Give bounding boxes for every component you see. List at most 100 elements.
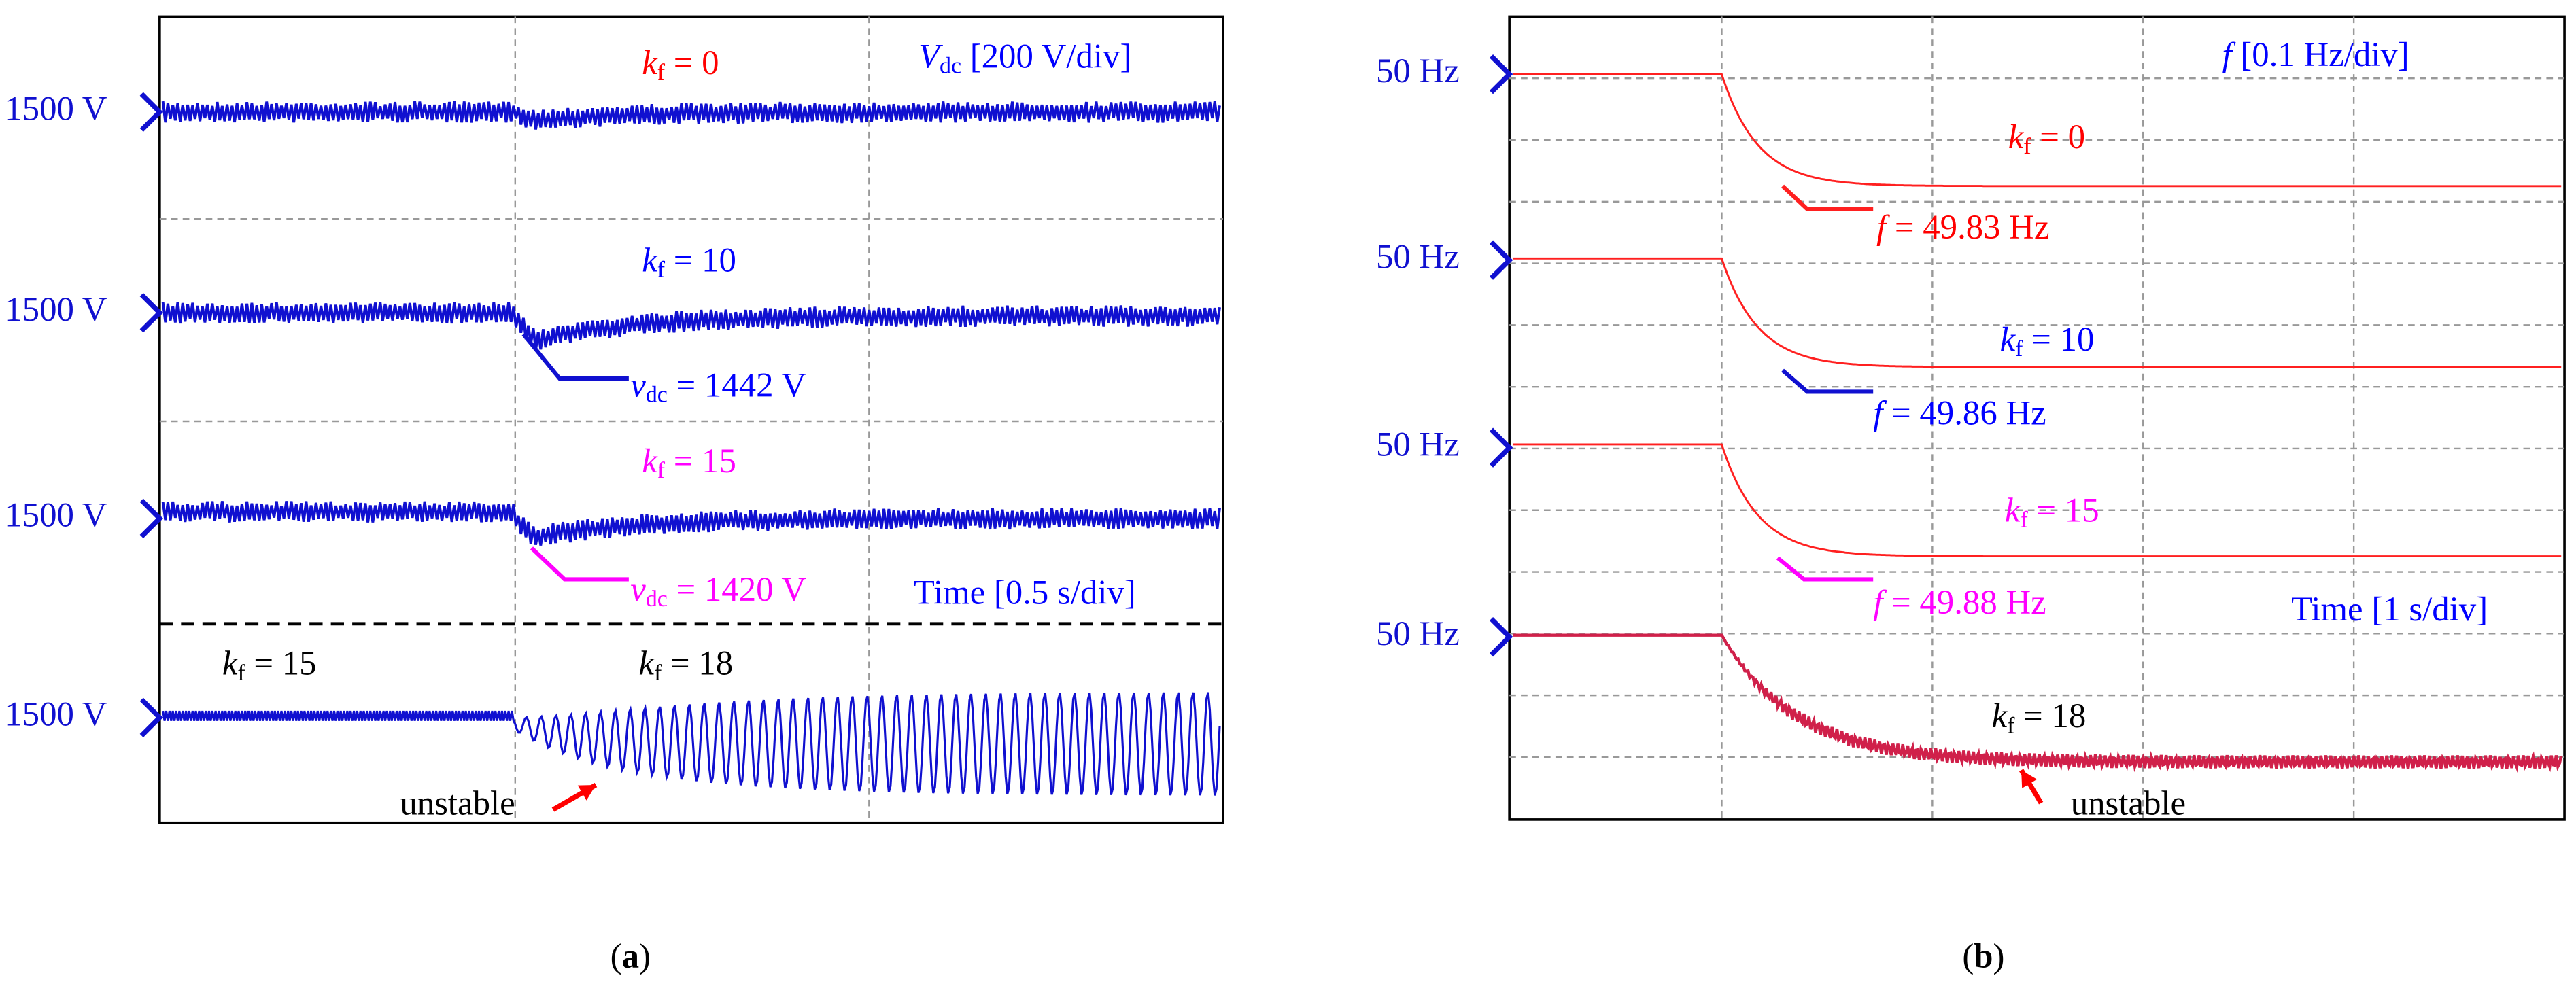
annotation: Time [1 s/div] [2291,590,2488,628]
y-label: 50 Hz [1376,425,1460,463]
text-part: k [638,644,655,682]
marker [139,697,163,737]
arrow-head [2021,770,2038,788]
text-part: f [2007,713,2015,738]
marker [1489,616,1513,657]
text-part: f [657,257,666,282]
annotation: unstable [2071,784,2186,822]
y-label: 1500 V [5,695,107,733]
annotation: kf = 0 [642,43,719,85]
trace [162,692,1221,796]
panel-b-frame [1508,15,2566,821]
text-part: k [642,241,658,279]
y-label: 1500 V [5,496,107,534]
text-part: k [642,442,658,480]
text-part: a [622,936,639,975]
text-part: dc [646,382,668,407]
text-part: f [657,458,666,483]
text-part: = 15 [665,442,736,480]
text-part: = 49.88 Hz [1883,583,2046,621]
text-part: k [222,644,239,682]
text-part: unstable [400,784,515,822]
text-part: = 0 [665,43,719,82]
text-part: = 10 [2023,319,2094,357]
text-part: ) [1993,936,2005,975]
text-part: f [2020,507,2028,532]
text-part: [0.1 Hz/div] [2232,35,2409,73]
arrow-head [577,785,596,801]
text-part: v [630,569,646,608]
marker [1489,427,1513,468]
annotation: kf = 18 [1992,697,2086,738]
y-label: 1500 V [5,90,107,128]
text-part: k [1992,697,2008,735]
marker [139,498,163,539]
pointer [1781,368,1874,394]
text-part: = 1420 V [668,569,807,608]
text-part: f [654,661,662,686]
annotation: unstable [400,784,515,822]
text-part: = 1442 V [668,366,807,404]
text-part: = 15 [2028,491,2099,529]
y-label: 50 Hz [1376,52,1460,90]
annotation: f [0.1 Hz/div] [2222,35,2409,73]
annotation: f = 49.86 Hz [1873,393,2046,432]
marker [1489,240,1513,280]
y-label: 50 Hz [1376,614,1460,652]
y-label: 50 Hz [1376,237,1460,275]
text-part: f [2023,134,2031,159]
text-part: f [657,60,666,85]
trace [161,302,1221,351]
text-part: unstable [2071,784,2186,822]
annotation: kf = 15 [2005,491,2099,532]
annotation: vdc = 1442 V [630,366,806,407]
text-part: dc [940,53,961,78]
annotation: kf = 15 [642,442,736,483]
text-part: = 18 [2014,697,2086,735]
text-part: v [630,366,646,404]
text-part: = 0 [2031,118,2086,156]
text-part: ( [611,936,622,975]
text-part: k [2005,491,2021,529]
annotation: kf = 0 [2008,118,2085,159]
text-part: ( [1962,936,1974,975]
trace [161,101,1221,130]
panel-a-frame [158,15,1224,824]
annotation: f = 49.83 Hz [1876,208,2050,246]
text-part: f [2015,336,2023,362]
trace [1512,73,2562,188]
pointer [1776,556,1874,582]
text-part: = 10 [665,241,736,279]
marker [139,293,163,333]
text-part: k [2008,118,2025,156]
text-part: k [2000,319,2016,357]
text-part: = 18 [662,644,733,682]
text-part: Time [1 s/div] [2291,590,2488,628]
text-part: = 49.83 Hz [1886,208,2049,246]
caption: (b) [1962,936,2004,975]
y-label: 1500 V [5,290,107,328]
pointer [530,546,629,582]
text-part: Time [0.5 s/div] [914,573,1136,611]
trace [161,501,1221,546]
text-part: V [918,37,943,75]
caption: (a) [611,936,651,975]
text-part: dc [646,586,668,612]
marker [139,92,163,133]
annotation: kf = 15 [222,644,317,685]
annotation: Time [0.5 s/div] [914,573,1136,611]
text-part: b [1974,936,1993,975]
text-part: = 15 [245,644,317,682]
pointer [521,332,629,381]
annotation: kf = 18 [638,644,733,685]
text-part: = 49.86 Hz [1883,393,2046,432]
annotation: kf = 10 [642,241,736,282]
trace [1512,443,2562,557]
annotation: f = 49.88 Hz [1873,583,2046,621]
pointer [1781,184,1874,211]
text-part: ) [639,936,651,975]
text-part: f [237,661,245,686]
annotation: vdc = 1420 V [630,569,806,611]
